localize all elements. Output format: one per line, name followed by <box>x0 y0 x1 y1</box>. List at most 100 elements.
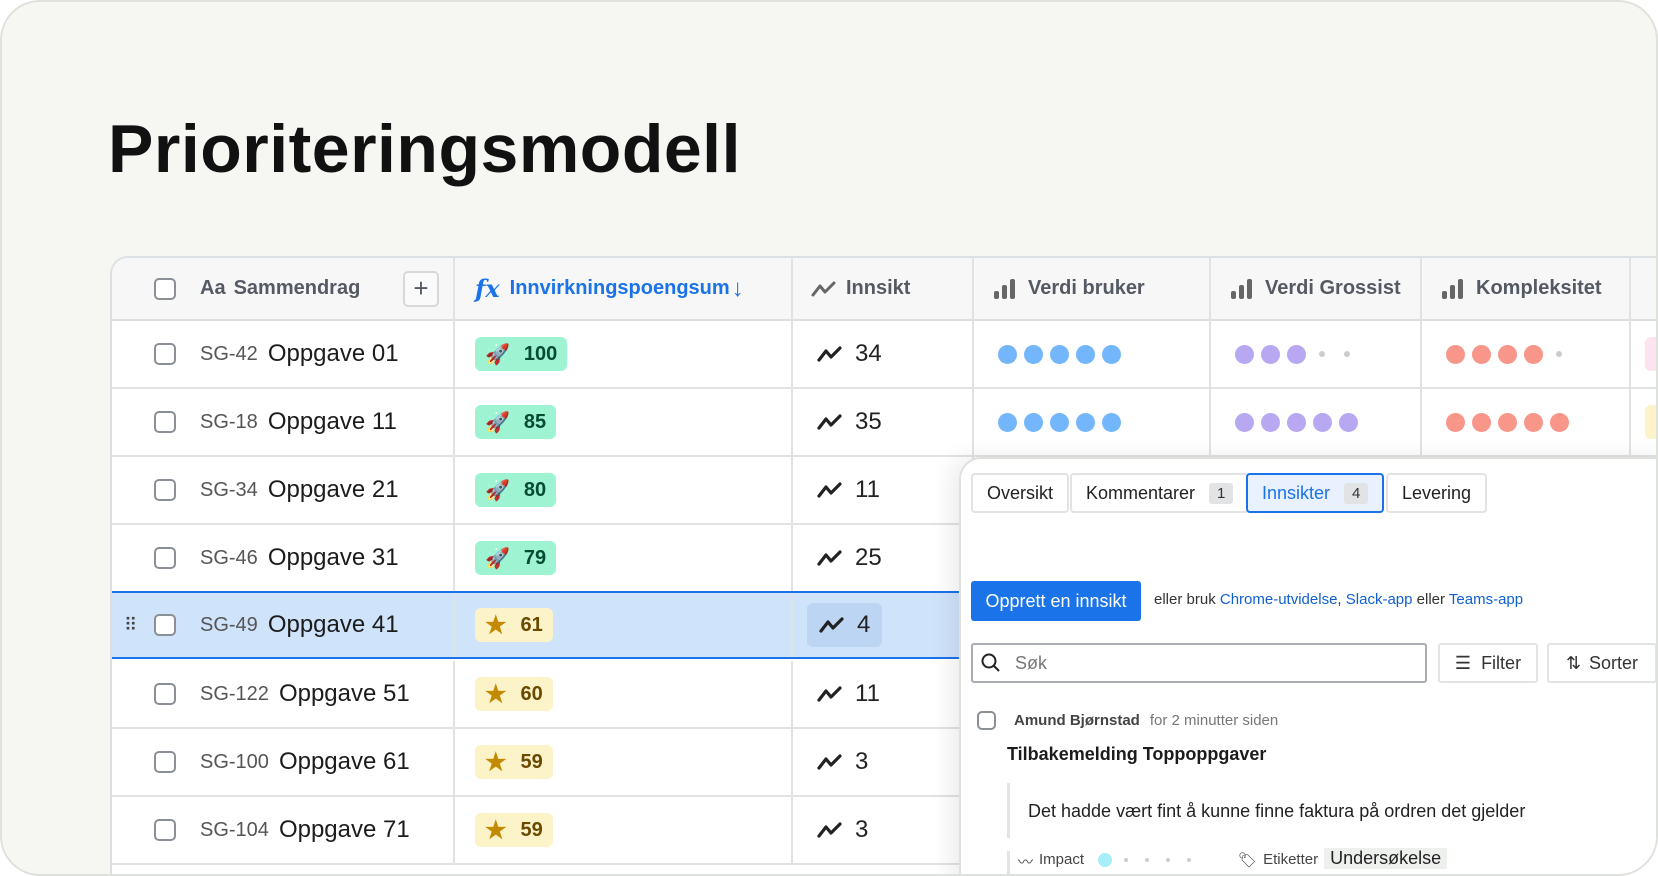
score-cell: ★ 59 <box>455 729 793 795</box>
insight-cell[interactable]: 25 <box>793 525 974 591</box>
tab-kommentarer[interactable]: Kommentarer 1 <box>1070 473 1250 513</box>
insight-cell[interactable]: 34 <box>793 321 974 387</box>
insight-cell[interactable]: 35 <box>793 389 974 455</box>
insight-checkbox[interactable] <box>977 711 996 730</box>
insight-title[interactable]: Tilbakemelding Toppoppgaver <box>1007 744 1267 764</box>
score-badge: ★ 60 <box>475 677 553 711</box>
task-id: SG-122 <box>200 682 269 705</box>
insight-cell[interactable]: 11 <box>793 457 974 523</box>
row-checkbox[interactable] <box>154 614 176 636</box>
row-checkbox[interactable] <box>154 547 176 569</box>
tags-label: Etiketter <box>1263 851 1319 868</box>
wholesaler-value-rating[interactable] <box>1235 344 1356 364</box>
task-name[interactable]: Oppgave 51 <box>278 680 410 707</box>
trend-icon <box>817 414 842 430</box>
tag-icon: 🏷 <box>1238 852 1258 869</box>
star-icon: ★ <box>485 611 507 639</box>
tab-count-badge: 4 <box>1344 482 1369 504</box>
sort-button[interactable]: ⇅ Sorter <box>1547 643 1656 683</box>
tab-label: Levering <box>1402 482 1472 503</box>
task-name[interactable]: Oppgave 11 <box>267 408 397 435</box>
task-name[interactable]: Oppgave 61 <box>278 748 410 775</box>
task-name[interactable]: Oppgave 71 <box>278 816 410 843</box>
hint-text: eller bruk <box>1154 591 1216 608</box>
score-cell: ★ 61 <box>455 593 793 657</box>
sort-label: Sorter <box>1589 652 1639 673</box>
header-complexity[interactable]: Kompleksitet <box>1422 258 1631 321</box>
insight-cell[interactable]: 11 <box>793 661 974 727</box>
insight-count: 3 <box>855 816 869 843</box>
insight-cell[interactable]: 3 <box>793 729 974 795</box>
rating-dot-filled <box>1550 412 1569 432</box>
complexity-rating[interactable] <box>1446 344 1568 364</box>
row-checkbox[interactable] <box>154 411 176 433</box>
score-value: 59 <box>520 750 543 773</box>
rating-dot-filled <box>1098 853 1113 867</box>
row-checkbox[interactable] <box>154 683 176 705</box>
header-score[interactable]: fx Innvirkningspoengsum ↓ <box>455 258 793 321</box>
teams-app-link[interactable]: Teams-app <box>1448 591 1524 608</box>
insight-count: 35 <box>855 408 882 435</box>
row-checkbox[interactable] <box>154 751 176 773</box>
header-more[interactable] <box>1631 258 1656 321</box>
sort-desc-icon: ↓ <box>731 274 744 302</box>
task-id: SG-46 <box>200 546 258 569</box>
rating-dot-filled <box>1261 344 1280 364</box>
header-summary[interactable]: Aa Sammendrag + <box>112 258 455 321</box>
insight-properties: 〰 Impact 🏷 Etiketter Undersøkelse <box>1007 848 1448 874</box>
tag-chip[interactable]: Undersøkelse <box>1324 848 1448 869</box>
row-checkbox[interactable] <box>154 479 176 501</box>
row-checkbox[interactable] <box>154 819 176 841</box>
bar-chart-icon <box>1442 278 1463 299</box>
impact-rating[interactable] <box>1098 853 1196 867</box>
trend-icon <box>817 550 842 566</box>
header-wholesaler-value[interactable]: Verdi Grossist <box>1211 258 1422 321</box>
search-placeholder: Søk <box>1015 652 1048 673</box>
insight-time: for 2 minutter siden <box>1149 712 1279 729</box>
table-row[interactable]: SG-100 Oppgave 61 ★ 59 3 <box>112 729 1656 797</box>
user-value-cell <box>974 321 1211 387</box>
rating-dot-filled <box>1472 344 1491 364</box>
task-name[interactable]: Oppgave 41 <box>267 611 399 638</box>
table-row[interactable]: SG-18 Oppgave 11 🚀 85 35 <box>112 389 1656 457</box>
header-label: Verdi bruker <box>1028 277 1145 299</box>
drag-handle-icon[interactable]: ⠿ <box>124 614 137 635</box>
rating-dot-filled <box>1235 412 1254 432</box>
slack-app-link[interactable]: Slack-app <box>1345 591 1413 608</box>
task-name[interactable]: Oppgave 21 <box>267 476 399 503</box>
task-id: SG-34 <box>200 478 258 501</box>
select-all-checkbox[interactable] <box>154 277 176 300</box>
task-name[interactable]: Oppgave 31 <box>267 544 399 571</box>
trend-icon <box>817 686 842 702</box>
tab-levering[interactable]: Levering <box>1386 473 1488 513</box>
row-checkbox[interactable] <box>154 343 176 365</box>
rating-dot-filled <box>1076 412 1095 432</box>
insight-cell[interactable]: 4 <box>793 593 974 657</box>
create-insight-button[interactable]: Opprett en innsikt <box>971 581 1141 621</box>
rocket-icon: 🚀 <box>485 411 510 434</box>
table-row[interactable]: SG-122 Oppgave 51 ★ 60 11 <box>112 661 1656 729</box>
filter-button[interactable]: ☰ Filter <box>1438 643 1538 683</box>
table-row[interactable]: SG-42 Oppgave 01 🚀 100 34 <box>112 321 1656 389</box>
rating-dot-filled <box>1050 344 1069 364</box>
rating-dot-filled <box>1446 344 1465 364</box>
add-column-button[interactable]: + <box>403 270 439 307</box>
tab-innsikter[interactable]: Innsikter 4 <box>1246 473 1385 513</box>
tab-oversikt[interactable]: Oversikt <box>971 473 1070 513</box>
header-user-value[interactable]: Verdi bruker <box>974 258 1211 321</box>
insight-cell[interactable]: 3 <box>793 797 974 863</box>
rating-dot-filled <box>1050 412 1069 432</box>
search-input[interactable]: Søk <box>971 643 1427 683</box>
score-badge: 🚀 100 <box>475 337 568 371</box>
wholesaler-value-rating[interactable] <box>1235 412 1358 432</box>
task-name[interactable]: Oppgave 01 <box>267 340 399 367</box>
score-badge: 🚀 85 <box>475 405 557 439</box>
score-value: 79 <box>523 546 547 569</box>
rocket-icon: 🚀 <box>485 479 510 502</box>
header-insight[interactable]: Innsikt <box>793 258 974 321</box>
user-value-rating[interactable] <box>998 412 1121 432</box>
complexity-rating[interactable] <box>1446 412 1569 432</box>
chrome-extension-link[interactable]: Chrome-utvidelse <box>1219 591 1338 608</box>
user-value-rating[interactable] <box>998 344 1121 364</box>
rating-dot-filled <box>1024 412 1043 432</box>
